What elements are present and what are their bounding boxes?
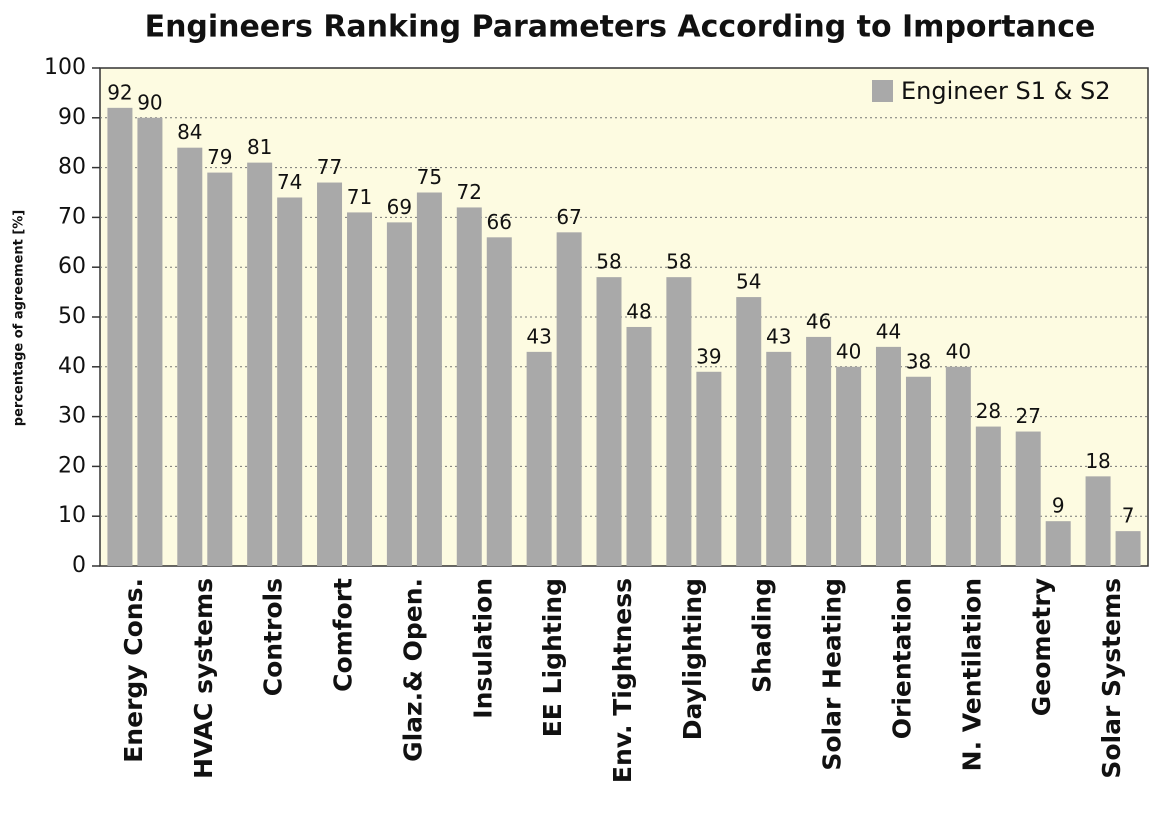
data-label: 79 — [207, 145, 232, 169]
bar — [277, 197, 303, 567]
bar — [975, 426, 1001, 566]
data-label: 40 — [836, 339, 861, 363]
bar — [207, 172, 233, 566]
data-label: 58 — [596, 250, 621, 274]
x-tick-label: Solar Heating — [818, 578, 847, 771]
bar — [416, 192, 442, 566]
data-label: 75 — [417, 165, 442, 189]
x-tick-label: Env. Tightness — [608, 578, 637, 783]
bar — [1045, 521, 1071, 566]
bar — [696, 371, 722, 566]
x-tick-label: EE Lighting — [538, 578, 567, 737]
x-tick-label: Orientation — [887, 578, 916, 739]
bar — [177, 147, 203, 566]
data-label: 92 — [107, 80, 132, 104]
y-tick-label: 20 — [58, 453, 86, 478]
bar — [526, 351, 552, 566]
data-label: 48 — [626, 299, 651, 323]
legend-label: Engineer S1 & S2 — [901, 77, 1111, 105]
y-tick-label: 0 — [72, 553, 86, 578]
data-label: 7 — [1122, 504, 1135, 528]
x-tick-label: Comfort — [329, 578, 358, 692]
x-tick-label: N. Ventilation — [957, 578, 986, 771]
data-label: 84 — [177, 120, 202, 144]
data-label: 58 — [666, 250, 691, 274]
data-label: 66 — [487, 210, 512, 234]
data-label: 74 — [277, 170, 302, 194]
x-tick-label: Geometry — [1027, 578, 1056, 716]
bar — [875, 346, 901, 566]
y-tick-label: 50 — [58, 304, 86, 329]
y-tick-label: 70 — [58, 204, 86, 229]
y-tick-label: 90 — [58, 105, 86, 130]
bar — [596, 277, 622, 566]
data-label: 44 — [876, 319, 901, 343]
bar — [247, 162, 273, 566]
bar — [1085, 476, 1111, 566]
chart-title: Engineers Ranking Parameters According t… — [145, 10, 1096, 45]
data-label: 54 — [736, 270, 761, 294]
bar — [806, 336, 832, 566]
x-tick-label: Solar Systems — [1097, 578, 1126, 779]
data-label: 38 — [906, 349, 931, 373]
bar — [347, 212, 373, 567]
bar — [626, 326, 652, 566]
bar — [1115, 531, 1141, 566]
data-label: 67 — [556, 205, 581, 229]
data-label: 77 — [317, 155, 342, 179]
bar — [386, 222, 412, 566]
x-tick-label: Controls — [259, 578, 288, 696]
bar — [836, 366, 862, 566]
bar — [137, 117, 163, 567]
bar — [766, 351, 792, 566]
bar — [945, 366, 971, 566]
x-tick-label: Insulation — [468, 578, 497, 719]
bar — [107, 107, 133, 566]
bar — [905, 376, 931, 566]
x-tick-label: Daylighting — [678, 578, 707, 740]
bar — [1015, 431, 1041, 566]
legend-swatch — [872, 80, 893, 102]
plot-area — [99, 67, 1149, 567]
y-tick-label: 80 — [58, 155, 86, 180]
y-axis-label: percentage of agreement [%] — [12, 210, 27, 426]
y-tick-label: 30 — [58, 404, 86, 429]
y-tick-label: 60 — [58, 254, 86, 279]
data-label: 72 — [457, 180, 482, 204]
y-tick-label: 10 — [58, 503, 86, 528]
bar — [666, 277, 692, 566]
bar — [556, 232, 582, 566]
data-label: 81 — [247, 135, 272, 159]
bar — [456, 207, 482, 566]
data-label: 71 — [347, 185, 372, 209]
data-label: 40 — [946, 339, 971, 363]
x-tick-label: HVAC systems — [189, 578, 218, 779]
data-label: 18 — [1085, 449, 1110, 473]
x-tick-label: Glaz.& Open. — [398, 578, 427, 762]
data-label: 69 — [387, 195, 412, 219]
data-label: 43 — [766, 324, 791, 348]
data-label: 27 — [1015, 404, 1040, 428]
x-tick-label: Energy Cons. — [119, 578, 148, 763]
data-label: 46 — [806, 309, 831, 333]
bar — [317, 182, 343, 567]
y-tick-label: 100 — [44, 55, 86, 80]
x-tick-label: Shading — [748, 578, 777, 693]
data-label: 39 — [696, 344, 721, 368]
bar — [486, 237, 512, 566]
data-label: 9 — [1052, 494, 1065, 518]
data-label: 43 — [526, 324, 551, 348]
y-tick-label: 40 — [58, 354, 86, 379]
bar — [736, 297, 762, 566]
data-label: 90 — [137, 90, 162, 114]
data-label: 28 — [976, 399, 1001, 423]
